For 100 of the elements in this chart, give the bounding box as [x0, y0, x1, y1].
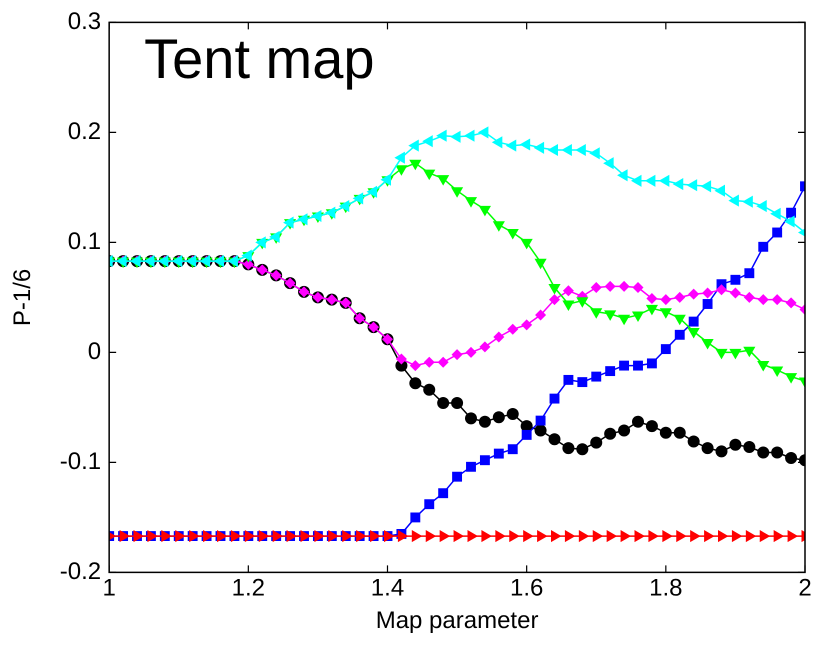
point: [550, 530, 562, 542]
point: [716, 445, 728, 458]
point: [744, 292, 755, 303]
point: [604, 428, 616, 440]
point: [674, 292, 686, 303]
point: [660, 344, 671, 354]
y-tick-label: 0.2: [68, 118, 102, 146]
x-tick-label: 1.2: [232, 574, 266, 602]
point: [465, 346, 476, 358]
point: [577, 377, 588, 388]
point: [633, 360, 643, 371]
x-tick-label: 1.6: [510, 574, 544, 602]
point: [618, 280, 630, 292]
point: [521, 319, 532, 330]
point: [534, 424, 547, 436]
point: [729, 438, 742, 451]
point: [660, 426, 672, 439]
point: [716, 284, 727, 296]
point: [466, 462, 476, 472]
point: [535, 310, 546, 320]
point: [437, 397, 450, 409]
point: [479, 341, 490, 352]
y-tick-label: 0: [88, 338, 102, 366]
point: [772, 228, 782, 238]
point: [438, 488, 448, 498]
point: [605, 366, 616, 376]
point: [786, 297, 797, 308]
point: [646, 420, 658, 432]
point: [548, 294, 560, 306]
point: [634, 530, 645, 542]
point: [409, 377, 422, 390]
point: [590, 436, 602, 449]
point: [423, 384, 436, 396]
point: [757, 446, 770, 458]
point: [410, 360, 421, 372]
y-tick-label: -0.2: [60, 558, 102, 586]
point: [396, 354, 407, 364]
point: [424, 499, 434, 510]
point: [522, 430, 532, 440]
point: [576, 443, 588, 456]
point: [619, 360, 630, 371]
x-tick-label: 1: [102, 574, 116, 602]
point: [563, 374, 574, 385]
point: [478, 416, 491, 428]
point: [480, 455, 490, 466]
point: [688, 436, 700, 448]
point: [494, 448, 504, 459]
point: [702, 442, 714, 454]
point: [536, 416, 546, 426]
point: [786, 208, 796, 218]
chart-title: Tent map: [144, 26, 374, 90]
y-tick-label: 0.1: [68, 228, 102, 256]
point: [702, 288, 714, 298]
point: [591, 372, 602, 382]
point: [758, 294, 769, 306]
point: [398, 530, 408, 542]
point: [506, 408, 519, 420]
point: [730, 274, 740, 285]
point: [632, 282, 644, 293]
point: [424, 356, 435, 368]
point: [674, 426, 686, 439]
point: [467, 530, 478, 542]
point: [743, 441, 756, 453]
point: [660, 294, 672, 306]
point: [493, 332, 504, 342]
point: [464, 412, 477, 424]
y-tick-label: -0.1: [60, 448, 102, 476]
point: [618, 424, 630, 436]
point: [492, 411, 505, 424]
point: [550, 394, 560, 404]
x-tick-label: 2: [798, 574, 812, 602]
point: [772, 294, 783, 306]
point: [604, 280, 616, 292]
point: [646, 358, 657, 368]
point: [451, 397, 464, 409]
point: [702, 299, 713, 309]
point: [688, 316, 699, 327]
y-tick-label: 0.3: [68, 8, 102, 36]
y-axis-title: P-1/6: [9, 268, 36, 326]
point: [452, 349, 463, 360]
point: [410, 512, 420, 522]
point: [590, 282, 602, 293]
x-axis-title: Map parameter: [376, 607, 538, 634]
point: [771, 446, 784, 458]
point: [562, 442, 574, 454]
point: [438, 356, 449, 368]
point: [646, 293, 658, 304]
point: [507, 324, 518, 335]
point: [758, 242, 768, 252]
x-tick-label: 1.8: [649, 574, 683, 602]
point: [452, 472, 462, 482]
point: [632, 416, 644, 428]
point: [674, 330, 685, 340]
point: [785, 452, 798, 464]
x-tick-label: 1.4: [370, 574, 404, 602]
point: [508, 444, 518, 454]
point: [562, 285, 574, 296]
point: [548, 433, 560, 446]
point: [730, 288, 741, 298]
point: [744, 268, 754, 278]
